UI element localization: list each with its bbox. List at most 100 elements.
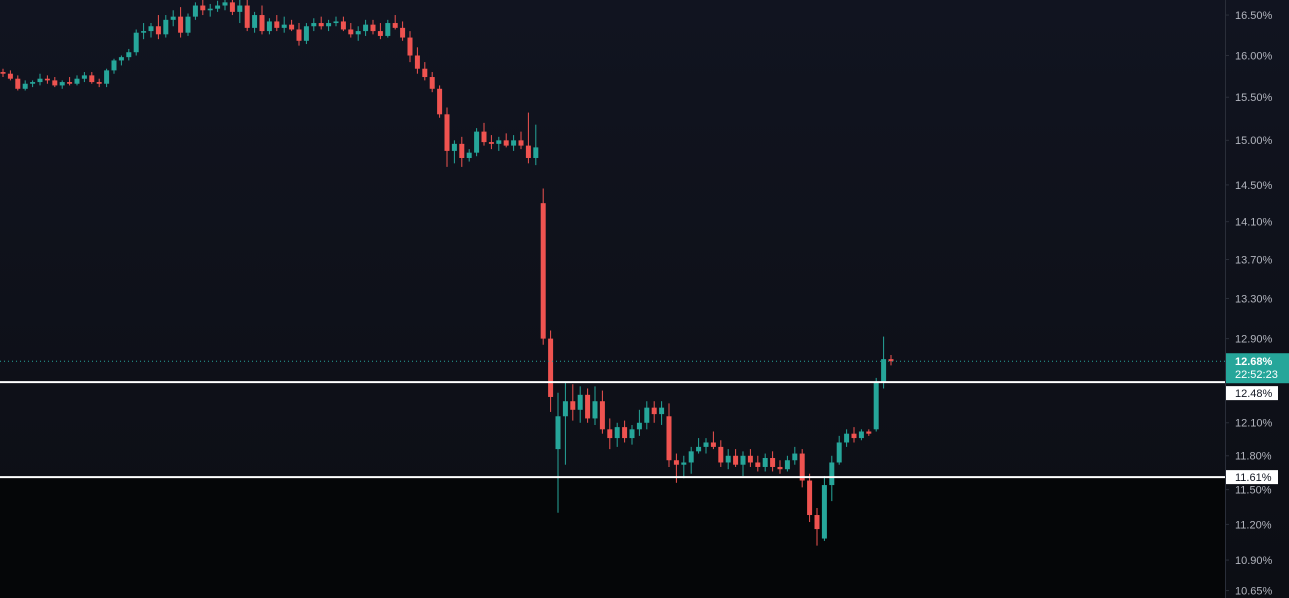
- candle-body: [525, 145, 531, 158]
- candle-body: [311, 23, 317, 27]
- y-tick-label: 10.65%: [1235, 585, 1273, 597]
- candle-body: [725, 455, 731, 463]
- candle-body: [392, 23, 398, 28]
- candle-body: [0, 72, 6, 74]
- candle-body: [673, 460, 679, 465]
- candle-body: [451, 143, 457, 151]
- candle-body: [577, 394, 583, 410]
- countdown: 22:52:23: [1235, 369, 1278, 381]
- y-tick-label: 11.20%: [1235, 519, 1272, 531]
- candle-body: [141, 31, 147, 33]
- candle-body: [44, 78, 50, 81]
- candle-body: [96, 82, 102, 84]
- candle-body: [651, 407, 657, 415]
- candle-body: [429, 77, 435, 89]
- candle-body: [15, 78, 21, 89]
- candle-body: [355, 31, 361, 35]
- candle-body: [873, 382, 879, 430]
- candle-body: [466, 152, 472, 158]
- candle-body: [37, 78, 43, 83]
- y-tick-label: 11.80%: [1235, 451, 1272, 463]
- line-label-box: [1226, 386, 1278, 401]
- candle-body: [666, 416, 672, 461]
- candle-body: [836, 442, 842, 463]
- candle-body: [503, 140, 509, 146]
- candle-body: [540, 203, 546, 339]
- candle-body: [244, 5, 250, 28]
- lower-zone: [0, 477, 1225, 598]
- candle-body: [688, 451, 694, 463]
- y-tick-label: 13.30%: [1235, 293, 1273, 305]
- candle-body: [385, 23, 391, 36]
- y-tick-label: 14.10%: [1235, 217, 1273, 229]
- candle-body: [414, 55, 420, 69]
- line-label: 12.48%: [1235, 388, 1273, 400]
- candle-body: [89, 75, 95, 83]
- candle-body: [629, 429, 635, 439]
- candle-body: [59, 82, 65, 86]
- candle-body: [170, 16, 176, 20]
- candle-body: [562, 401, 568, 417]
- candle-body: [252, 15, 258, 28]
- candle-body: [303, 26, 309, 41]
- candle-body: [474, 131, 480, 153]
- y-tick-label: 16.00%: [1235, 50, 1273, 62]
- candle-body: [178, 16, 184, 33]
- candle-body: [607, 429, 613, 439]
- candle-body: [340, 21, 346, 30]
- y-tick-label: 10.90%: [1235, 555, 1273, 567]
- candle-body: [348, 29, 354, 35]
- candle-body: [333, 21, 339, 24]
- candle-body: [755, 462, 761, 467]
- candle-body: [481, 131, 487, 143]
- candle-body: [622, 427, 628, 439]
- y-tick-label: 15.50%: [1235, 92, 1273, 104]
- candle-body: [710, 442, 716, 447]
- candle-body: [81, 75, 87, 79]
- candle-body: [548, 338, 554, 397]
- candle-body: [148, 26, 154, 32]
- candle-body: [407, 37, 413, 56]
- candle-body: [777, 466, 783, 470]
- candle-body: [104, 70, 110, 84]
- candle-body: [192, 5, 198, 17]
- candle-body: [496, 140, 502, 144]
- candle-body: [636, 422, 642, 430]
- y-tick-label: 14.50%: [1235, 180, 1273, 192]
- candle-body: [703, 442, 709, 447]
- candle-body: [155, 26, 161, 35]
- y-tick-label: 13.70%: [1235, 254, 1273, 266]
- candle-body: [67, 82, 73, 84]
- candle-body: [215, 5, 221, 9]
- candle-body: [888, 359, 894, 362]
- candle-body: [52, 80, 58, 86]
- candle-body: [7, 73, 13, 79]
- candle-body: [111, 60, 117, 71]
- candle-body: [326, 23, 332, 27]
- candle-body: [274, 21, 280, 28]
- y-tick-label: 11.50%: [1235, 485, 1272, 497]
- price-box: [1226, 353, 1289, 384]
- candle-body: [126, 52, 132, 58]
- candle-body: [370, 24, 376, 32]
- candle-body: [185, 16, 191, 33]
- candle-body: [866, 431, 872, 434]
- line-label-box: [1226, 470, 1278, 485]
- y-tick-label: 15.00%: [1235, 135, 1273, 147]
- candle-body: [881, 359, 887, 383]
- candle-body: [229, 2, 235, 12]
- candle-body: [718, 446, 724, 463]
- candle-body: [281, 24, 287, 28]
- candle-body: [585, 394, 591, 419]
- candle-body: [770, 458, 776, 467]
- y-tick-label: 12.10%: [1235, 418, 1273, 430]
- last-price-label: 12.68%: [1235, 356, 1273, 368]
- candle-body: [377, 31, 383, 36]
- candle-body: [733, 455, 739, 465]
- candle-body: [363, 24, 369, 32]
- candle-body: [821, 485, 827, 539]
- candle-body: [844, 433, 850, 443]
- candle-body: [740, 455, 746, 465]
